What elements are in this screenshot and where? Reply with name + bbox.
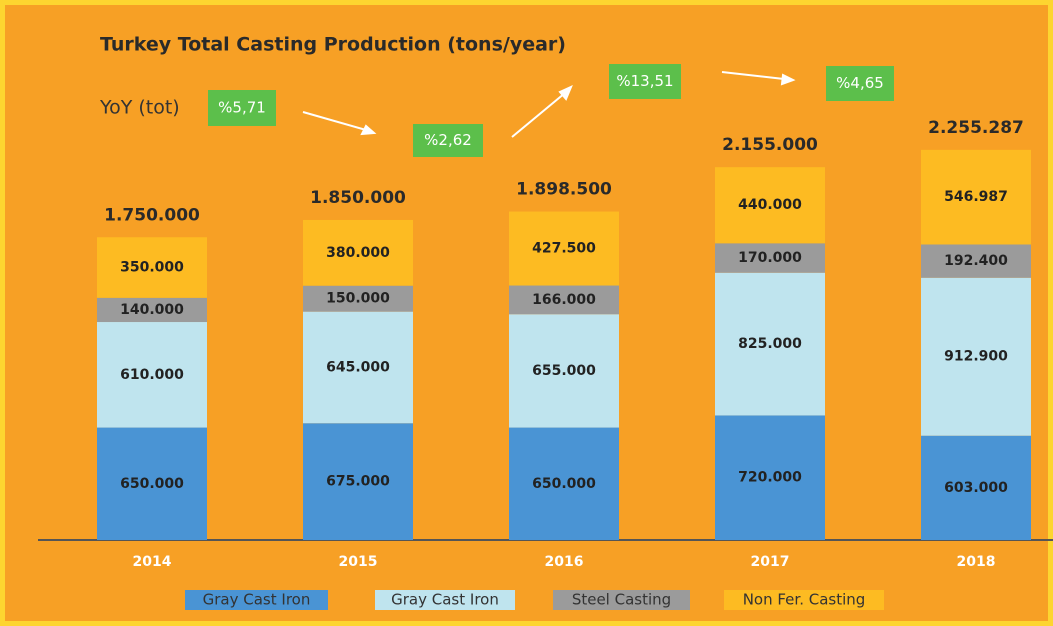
bar-segment [303,311,413,424]
bar-segment [97,237,207,298]
legend-swatch [553,590,690,610]
bar-segment [715,167,825,244]
bar-segment [303,285,413,312]
value-label: 380.000 [326,245,390,261]
legend-label: Non Fer. Casting [743,591,866,609]
bar-segment [509,285,619,315]
bar-segment [921,244,1031,278]
bar-segment [303,219,413,286]
total-label: 1.898.500 [516,180,612,200]
yoy-label: YoY (tot) [99,97,180,119]
legend-swatch [724,590,884,610]
bar-segment [97,297,207,323]
yoy-value: %2,62 [424,131,472,149]
value-label: 912.900 [944,349,1008,365]
arrow [721,71,785,80]
value-label: 427.500 [532,241,596,257]
total-label: 1.850.000 [310,188,406,208]
value-label: 350.000 [120,260,184,276]
value-label: 140.000 [120,302,184,318]
value-label: 170.000 [738,250,802,266]
legend-label: Steel Casting [572,591,671,609]
legend-swatch [375,590,515,610]
value-label: 440.000 [738,197,802,213]
yoy-box [609,64,681,99]
yoy-value: %13,51 [616,72,673,90]
bar-segment [509,427,619,540]
value-label: 650.000 [532,476,596,492]
total-label: 2.255.287 [928,118,1024,138]
value-label: 610.000 [120,367,184,383]
value-label: 720.000 [738,470,802,486]
value-label: 675.000 [326,474,390,490]
arrow-head [780,73,796,86]
value-label: 825.000 [738,336,802,352]
x-tick-label: 2017 [751,554,790,570]
value-label: 192.400 [944,253,1008,269]
x-tick-label: 2015 [339,554,378,570]
legend-label: Gray Cast Iron [203,591,311,609]
arrow [511,92,566,138]
yoy-box [208,90,276,126]
legend-label: Gray Cast Iron [391,591,499,609]
value-label: 603.000 [944,480,1008,496]
arrow [302,111,367,131]
bar-segment [921,277,1031,436]
value-label: 166.000 [532,292,596,308]
bar-segment [715,415,825,540]
legend-swatch [185,590,328,610]
chart-title: Turkey Total Casting Production (tons/ye… [100,34,566,56]
value-label: 650.000 [120,476,184,492]
bar-segment [715,243,825,273]
bar-segment [921,435,1031,540]
value-label: 546.987 [944,189,1008,205]
value-label: 645.000 [326,359,390,375]
bar-segment [921,149,1031,245]
total-label: 1.750.000 [104,205,200,225]
bar-segment [715,272,825,416]
x-tick-label: 2016 [545,554,584,570]
bar-segment [509,314,619,428]
yoy-box [826,66,894,101]
bar-segment [97,322,207,428]
yoy-value: %4,65 [836,74,884,92]
yoy-box [413,124,483,157]
bar-segment [509,211,619,286]
yoy-value: %5,71 [218,99,266,117]
x-tick-label: 2014 [133,554,172,570]
total-label: 2.155.000 [722,135,818,155]
value-label: 150.000 [326,291,390,307]
bar-segment [97,427,207,540]
value-label: 655.000 [532,363,596,379]
bar-segment [303,423,413,540]
arrow-head [360,124,377,136]
x-tick-label: 2018 [957,554,996,570]
arrows [302,71,796,138]
arrow-head [558,85,573,101]
